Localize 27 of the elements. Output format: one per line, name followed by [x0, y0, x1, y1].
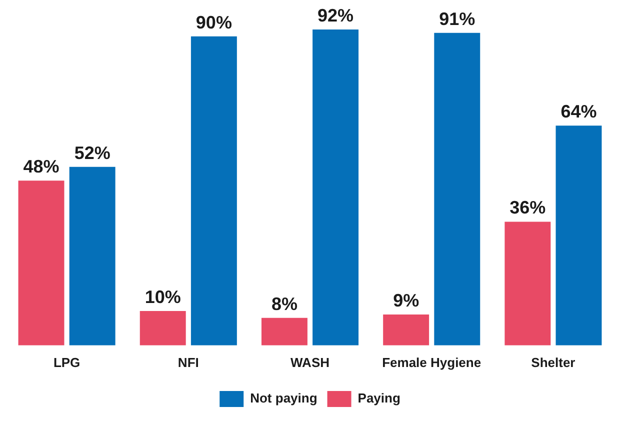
bar [504, 222, 551, 346]
bar [190, 36, 237, 346]
data-label: 48% [23, 156, 60, 177]
data-label: 52% [74, 142, 110, 163]
data-label: 36% [510, 198, 546, 218]
bar [434, 32, 480, 346]
data-label: 9% [393, 290, 420, 310]
bar [69, 166, 116, 346]
data-label: 92% [318, 5, 354, 26]
x-tick-label: WASH [290, 354, 330, 370]
x-tick-label: LPG [53, 354, 80, 370]
data-label: 91% [439, 8, 476, 29]
data-label: 90% [196, 12, 232, 32]
bar [556, 126, 602, 346]
bar [18, 180, 64, 346]
x-tick-label: NFI [178, 354, 199, 370]
data-label: 64% [560, 102, 597, 122]
data-label: 10% [144, 287, 181, 308]
bar [383, 314, 430, 346]
data-label: 8% [271, 294, 298, 314]
x-tick-label: Female Hygiene [382, 354, 482, 370]
x-tick-label: Shelter [531, 354, 576, 370]
bar [261, 318, 308, 346]
legend-label: Paying [358, 390, 400, 406]
bar [140, 311, 186, 346]
bar [312, 29, 359, 346]
legend-label: Not paying [250, 390, 318, 406]
